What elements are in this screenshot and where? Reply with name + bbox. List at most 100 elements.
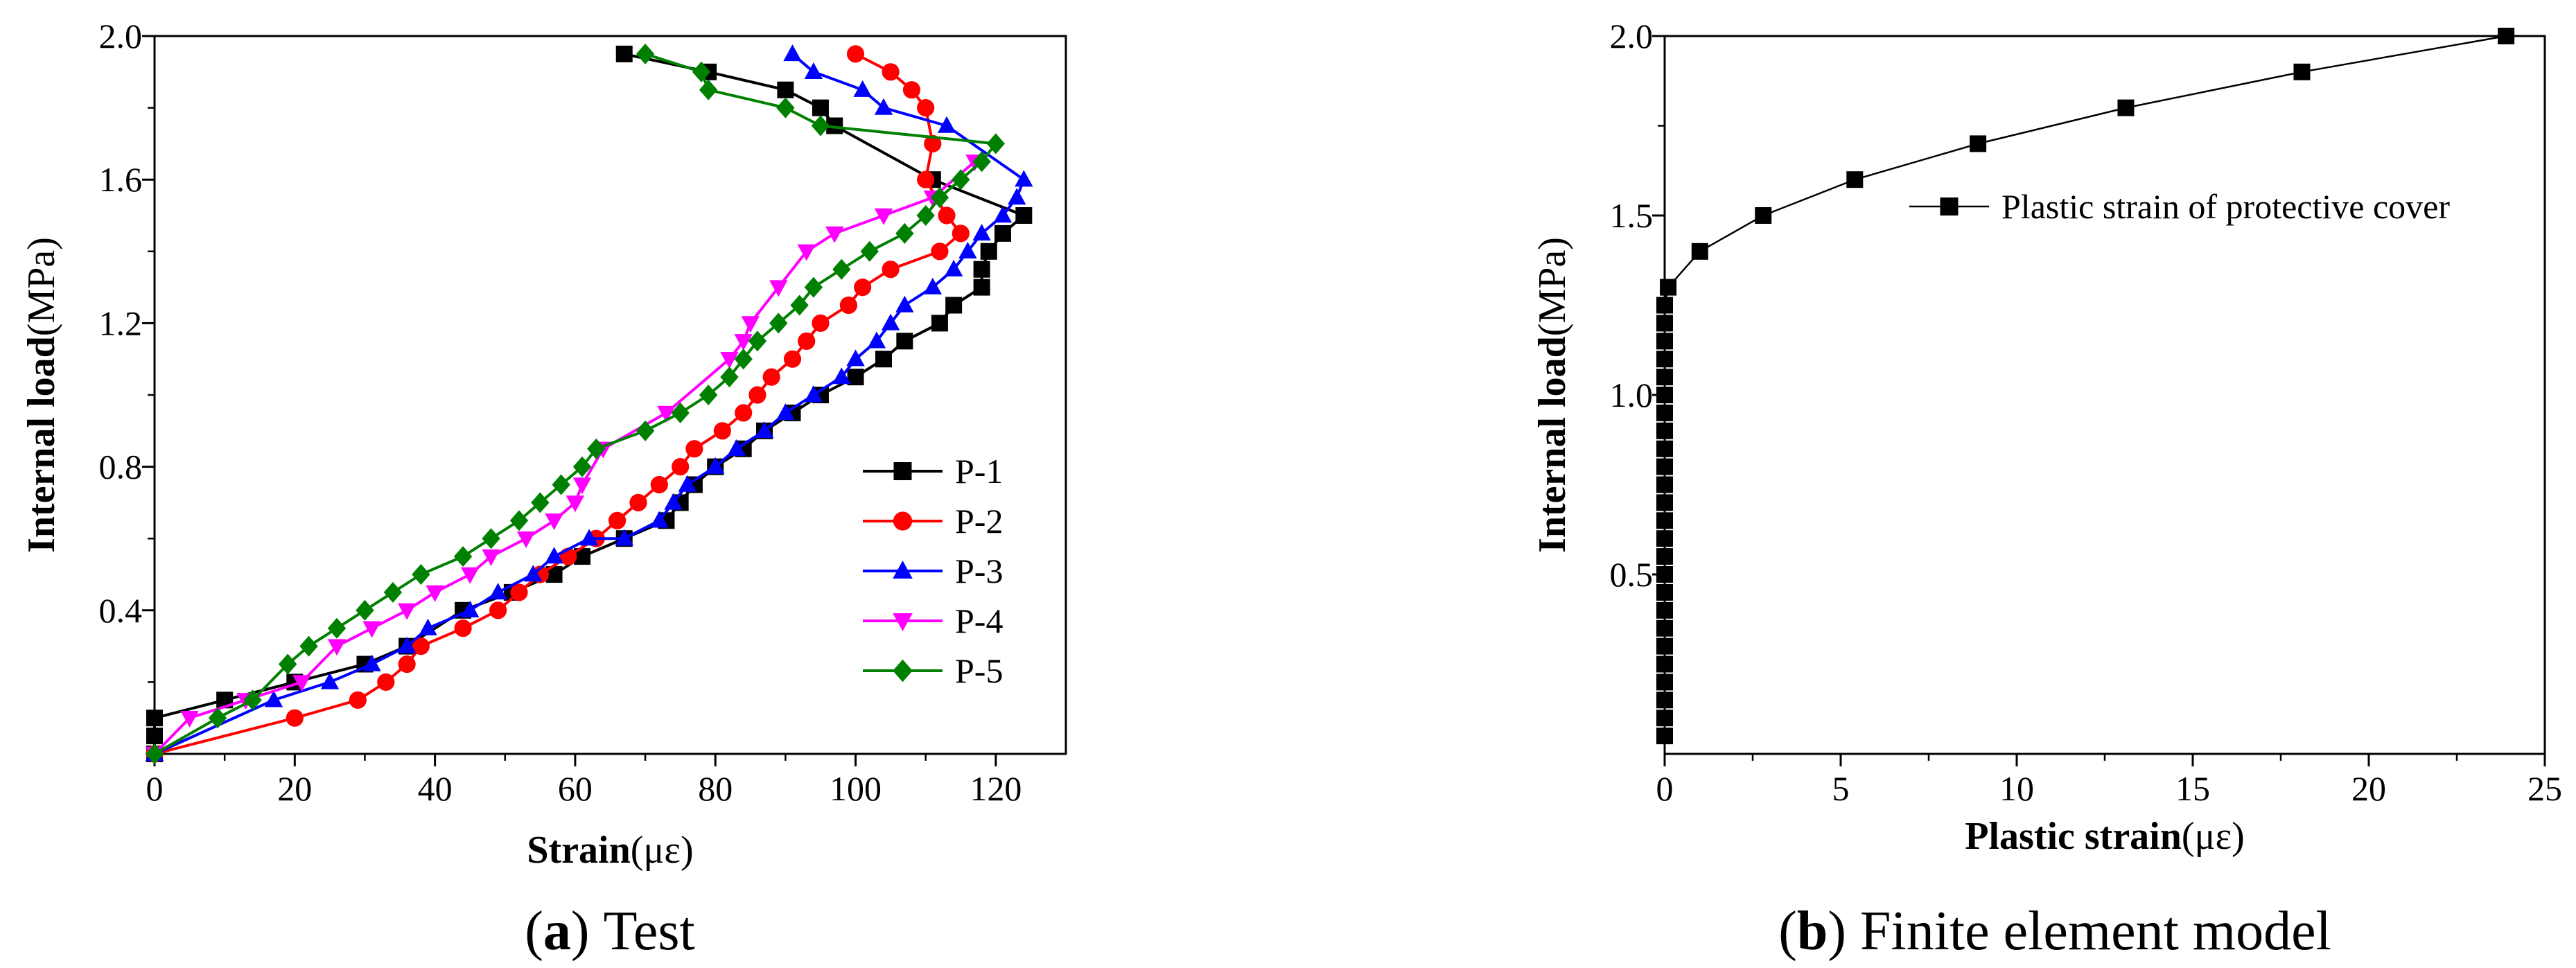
- x-tick-label: 40: [418, 769, 453, 808]
- data-point: [489, 583, 507, 600]
- data-point: [685, 440, 703, 458]
- data-point: [636, 43, 655, 64]
- y-axis-title-main: Internal load: [20, 336, 63, 553]
- data-point: [524, 565, 543, 582]
- data-point: [1656, 440, 1673, 457]
- data-point: [2117, 99, 2135, 116]
- data-point: [650, 511, 669, 528]
- data-point: [692, 61, 711, 82]
- data-point: [566, 495, 585, 513]
- data-point: [1691, 243, 1708, 260]
- data-point: [460, 601, 480, 617]
- y-axis-title-unit: (MPa): [1531, 237, 1574, 336]
- x-tick-label: 0: [146, 769, 164, 808]
- y-tick-label: 2.0: [1610, 17, 1654, 55]
- data-point: [762, 368, 780, 386]
- data-point: [208, 707, 227, 729]
- data-point: [377, 673, 395, 692]
- data-point: [874, 208, 893, 225]
- series-line: [154, 53, 963, 755]
- data-point: [854, 279, 872, 297]
- data-point: [952, 169, 970, 191]
- data-point: [931, 243, 949, 261]
- caption-open: (: [525, 901, 543, 962]
- data-point: [398, 655, 416, 674]
- data-point: [720, 367, 739, 388]
- data-point: [1656, 692, 1673, 709]
- data-point: [812, 314, 830, 332]
- data-point: [664, 493, 683, 510]
- data-point: [1656, 530, 1673, 547]
- data-point: [917, 99, 935, 117]
- data-point: [650, 475, 668, 494]
- data-point: [292, 675, 311, 692]
- data-point: [846, 349, 865, 367]
- data-point: [397, 603, 417, 620]
- data-point: [146, 728, 163, 745]
- data-point: [615, 529, 633, 546]
- y-axis-title: Internal load(MPa): [20, 237, 63, 553]
- data-point: [804, 385, 823, 403]
- legend-label: Plastic strain of protective cover: [2001, 187, 2450, 226]
- data-point: [180, 711, 199, 728]
- x-axis-title: Strain(με): [527, 829, 693, 872]
- caption-text: Finite element model: [1860, 901, 2331, 962]
- legend: P-1 P-2 P-3 P-4 P-5: [863, 452, 1003, 690]
- data-point: [748, 331, 767, 352]
- data-point: [776, 97, 795, 118]
- data-point: [320, 672, 340, 689]
- data-point: [327, 617, 347, 639]
- data-point: [923, 277, 943, 294]
- data-point: [572, 477, 592, 495]
- y-tick-label: 1.0: [1610, 376, 1654, 414]
- data-point: [454, 619, 472, 637]
- x-axis-title-unit: (με): [631, 829, 694, 872]
- caption-close: ): [1828, 901, 1846, 962]
- data-point: [874, 98, 893, 115]
- data-point: [1656, 494, 1673, 511]
- data-point: [777, 81, 794, 98]
- data-point: [531, 492, 550, 513]
- data-point: [657, 405, 676, 423]
- data-point: [1656, 728, 1673, 745]
- data-point: [2498, 28, 2515, 44]
- data-point: [846, 45, 865, 63]
- y-tick-label: 1.6: [99, 160, 143, 199]
- data-point: [902, 81, 921, 99]
- data-point: [847, 369, 864, 386]
- x-tick-label: 20: [277, 769, 312, 808]
- data-point: [636, 420, 655, 441]
- legend-marker: [893, 462, 912, 480]
- data-point: [755, 421, 774, 438]
- data-point: [783, 44, 802, 62]
- data-point: [516, 531, 536, 548]
- data-point: [790, 294, 809, 316]
- figure-caption: (a) Test: [525, 901, 694, 962]
- data-point: [986, 133, 1006, 155]
- data-point: [769, 280, 788, 297]
- data-point: [734, 349, 753, 370]
- data-point: [938, 206, 956, 225]
- data-point: [1656, 333, 1673, 350]
- series-plastic-strain-of-protective-cover: [1656, 28, 2515, 745]
- data-point: [1755, 207, 1772, 224]
- data-point: [145, 743, 164, 764]
- data-point: [945, 297, 963, 314]
- data-point: [727, 439, 746, 456]
- x-axis-title-main: Plastic strain: [1965, 815, 2182, 858]
- data-point: [832, 367, 851, 385]
- data-point: [299, 635, 318, 657]
- caption-close: ): [571, 901, 590, 962]
- data-point: [327, 639, 347, 656]
- x-tick-label: 15: [2175, 769, 2210, 808]
- data-point: [1656, 583, 1673, 601]
- data-point: [944, 259, 963, 276]
- data-point: [412, 637, 430, 655]
- data-point: [916, 205, 935, 226]
- data-point: [993, 206, 1013, 223]
- data-point: [278, 653, 297, 675]
- data-point: [706, 457, 725, 474]
- data-point: [931, 315, 948, 332]
- data-point: [572, 456, 592, 477]
- caption-panel-label: a: [543, 901, 571, 962]
